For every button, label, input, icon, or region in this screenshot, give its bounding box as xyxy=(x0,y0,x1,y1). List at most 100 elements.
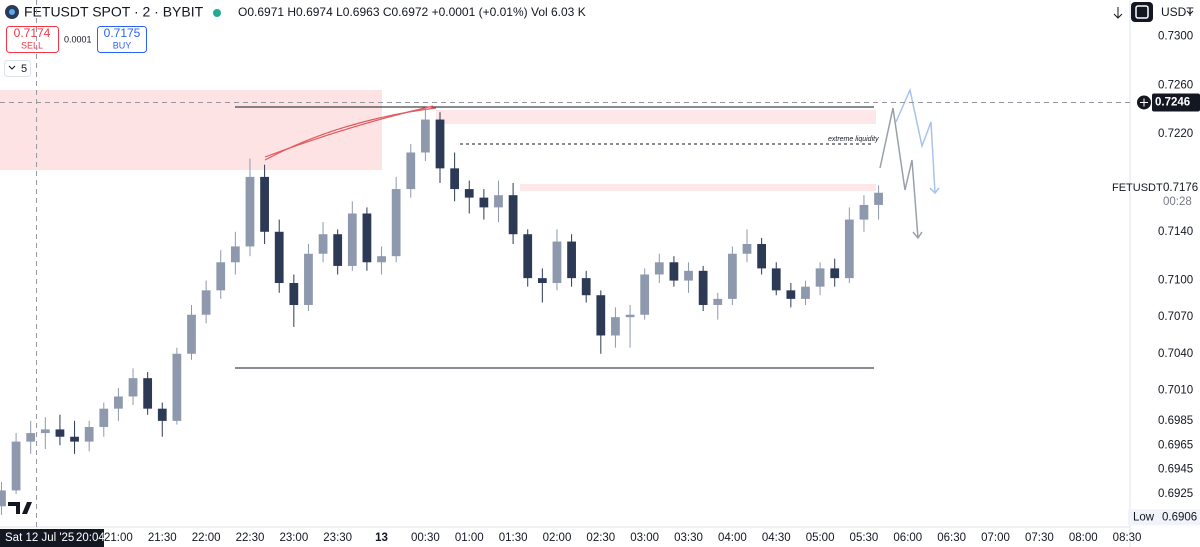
candle-body xyxy=(0,490,6,507)
candle-body xyxy=(464,189,474,198)
candle-body xyxy=(391,189,401,257)
x-tick-label: 03:30 xyxy=(674,532,703,544)
x-tick-label: 23:30 xyxy=(323,532,352,544)
low-price: 0.6906 xyxy=(1162,511,1197,523)
candle-body xyxy=(230,246,240,263)
x-tick-label: 07:00 xyxy=(981,532,1010,544)
symbol-logo xyxy=(9,9,15,15)
candles xyxy=(0,107,883,515)
x-tick-label: 04:30 xyxy=(762,532,791,544)
x-tick-label: 03:00 xyxy=(630,532,659,544)
x-tick-label: 08:00 xyxy=(1069,532,1098,544)
candle-body xyxy=(128,378,138,397)
low-label: Low xyxy=(1133,511,1155,523)
x-tick-label: 23:00 xyxy=(279,532,308,544)
y-tick-label: 0.7010 xyxy=(1158,384,1193,396)
y-tick-label: 0.6945 xyxy=(1158,464,1193,476)
candle-body xyxy=(435,119,445,169)
y-tick-label: 0.7220 xyxy=(1158,128,1193,140)
candle-body xyxy=(523,234,533,279)
candle-body xyxy=(362,213,372,263)
candle-body xyxy=(377,256,386,263)
candle-body xyxy=(494,195,503,208)
candle-body xyxy=(698,270,708,305)
buy-button[interactable] xyxy=(97,26,147,53)
countdown: 00:28 xyxy=(1163,196,1192,208)
annotation: extreme liquidity xyxy=(828,136,879,143)
candle-body xyxy=(567,241,576,279)
crosshair-price: 0.7246 xyxy=(1155,97,1190,109)
buy-label: BUY xyxy=(113,40,132,50)
scroll-button[interactable] xyxy=(1113,7,1123,19)
candle-body xyxy=(157,408,167,421)
x-tick-label: 22:00 xyxy=(192,532,221,544)
x-tick-label: 06:00 xyxy=(893,532,922,544)
indicators-toggle[interactable] xyxy=(4,60,31,77)
candle-body xyxy=(508,195,518,235)
candle-body xyxy=(172,353,182,421)
x-tick-label: 22:30 xyxy=(236,532,265,544)
candle-body xyxy=(801,286,810,299)
low-badge xyxy=(1128,509,1200,526)
candle-body xyxy=(713,298,723,305)
candle-body xyxy=(552,241,562,284)
y-tick-label: 0.7100 xyxy=(1158,275,1193,287)
candle-body xyxy=(537,278,547,284)
candle-body xyxy=(450,168,460,190)
last-price: 0.7176 xyxy=(1163,182,1198,194)
candle-body xyxy=(406,152,416,190)
y-tick-label: 0.7140 xyxy=(1158,226,1193,238)
candle-body xyxy=(421,119,430,153)
y-tick-label: 0.6985 xyxy=(1158,415,1193,427)
x-tick-label: 04:00 xyxy=(718,532,747,544)
candle-body xyxy=(844,219,854,279)
candle-body xyxy=(318,234,328,254)
ohlc-legend: O0.6971 H0.6974 L0.6963 C0.6972 +0.0001 … xyxy=(238,5,586,19)
candle-body xyxy=(771,268,781,291)
currency-select[interactable]: USDT xyxy=(1161,5,1194,19)
candle-body xyxy=(786,290,796,299)
candle-body xyxy=(654,262,664,275)
x-tick-label: 06:30 xyxy=(937,532,966,544)
candle-body xyxy=(479,197,489,208)
legend-high: H0.6974 xyxy=(287,5,333,19)
legend-low: L0.6963 xyxy=(336,5,380,19)
candle-body xyxy=(815,268,825,287)
icon xyxy=(1135,5,1149,19)
candle-body xyxy=(216,262,226,291)
crosshair-date: Sat 12 Jul '25 xyxy=(5,532,74,544)
candle-body xyxy=(289,283,299,305)
sell-price: 0.7174 xyxy=(14,26,51,40)
projection-arrow xyxy=(879,107,923,240)
indicators-count: 5 xyxy=(21,63,27,75)
screenshot-button[interactable] xyxy=(1131,2,1153,22)
candle-body xyxy=(40,429,50,434)
candle-body xyxy=(187,314,196,354)
candle-body xyxy=(830,268,840,279)
x-tick-label: 02:30 xyxy=(586,532,615,544)
symbol-title[interactable]: FETUSDT SPOT · 2 · BYBIT xyxy=(24,4,204,20)
y-tick-label: 0.7300 xyxy=(1158,31,1193,43)
sell-button[interactable] xyxy=(6,26,59,53)
y-tick-label: 0.7260 xyxy=(1158,79,1193,91)
supply-zone xyxy=(520,184,876,191)
candle-body xyxy=(245,176,255,247)
candle-body xyxy=(84,426,94,442)
icon xyxy=(1140,98,1148,107)
y-tick-label: 0.6965 xyxy=(1158,439,1193,451)
market-status xyxy=(213,9,221,17)
chevron xyxy=(8,65,16,70)
buy-price: 0.7175 xyxy=(104,26,141,40)
legend-change: +0.0001 (+0.01%) xyxy=(432,5,528,19)
candle-body xyxy=(581,278,591,296)
candle-body xyxy=(260,176,269,232)
candle-body xyxy=(274,231,284,284)
candle-body xyxy=(304,253,313,305)
x-tick-label: 13 xyxy=(375,532,388,544)
chevron xyxy=(1186,10,1194,15)
x-tick-label: 05:30 xyxy=(850,532,879,544)
candle-body xyxy=(143,378,153,409)
candle-body xyxy=(26,433,36,442)
legend-close: C0.6972 xyxy=(383,5,429,19)
